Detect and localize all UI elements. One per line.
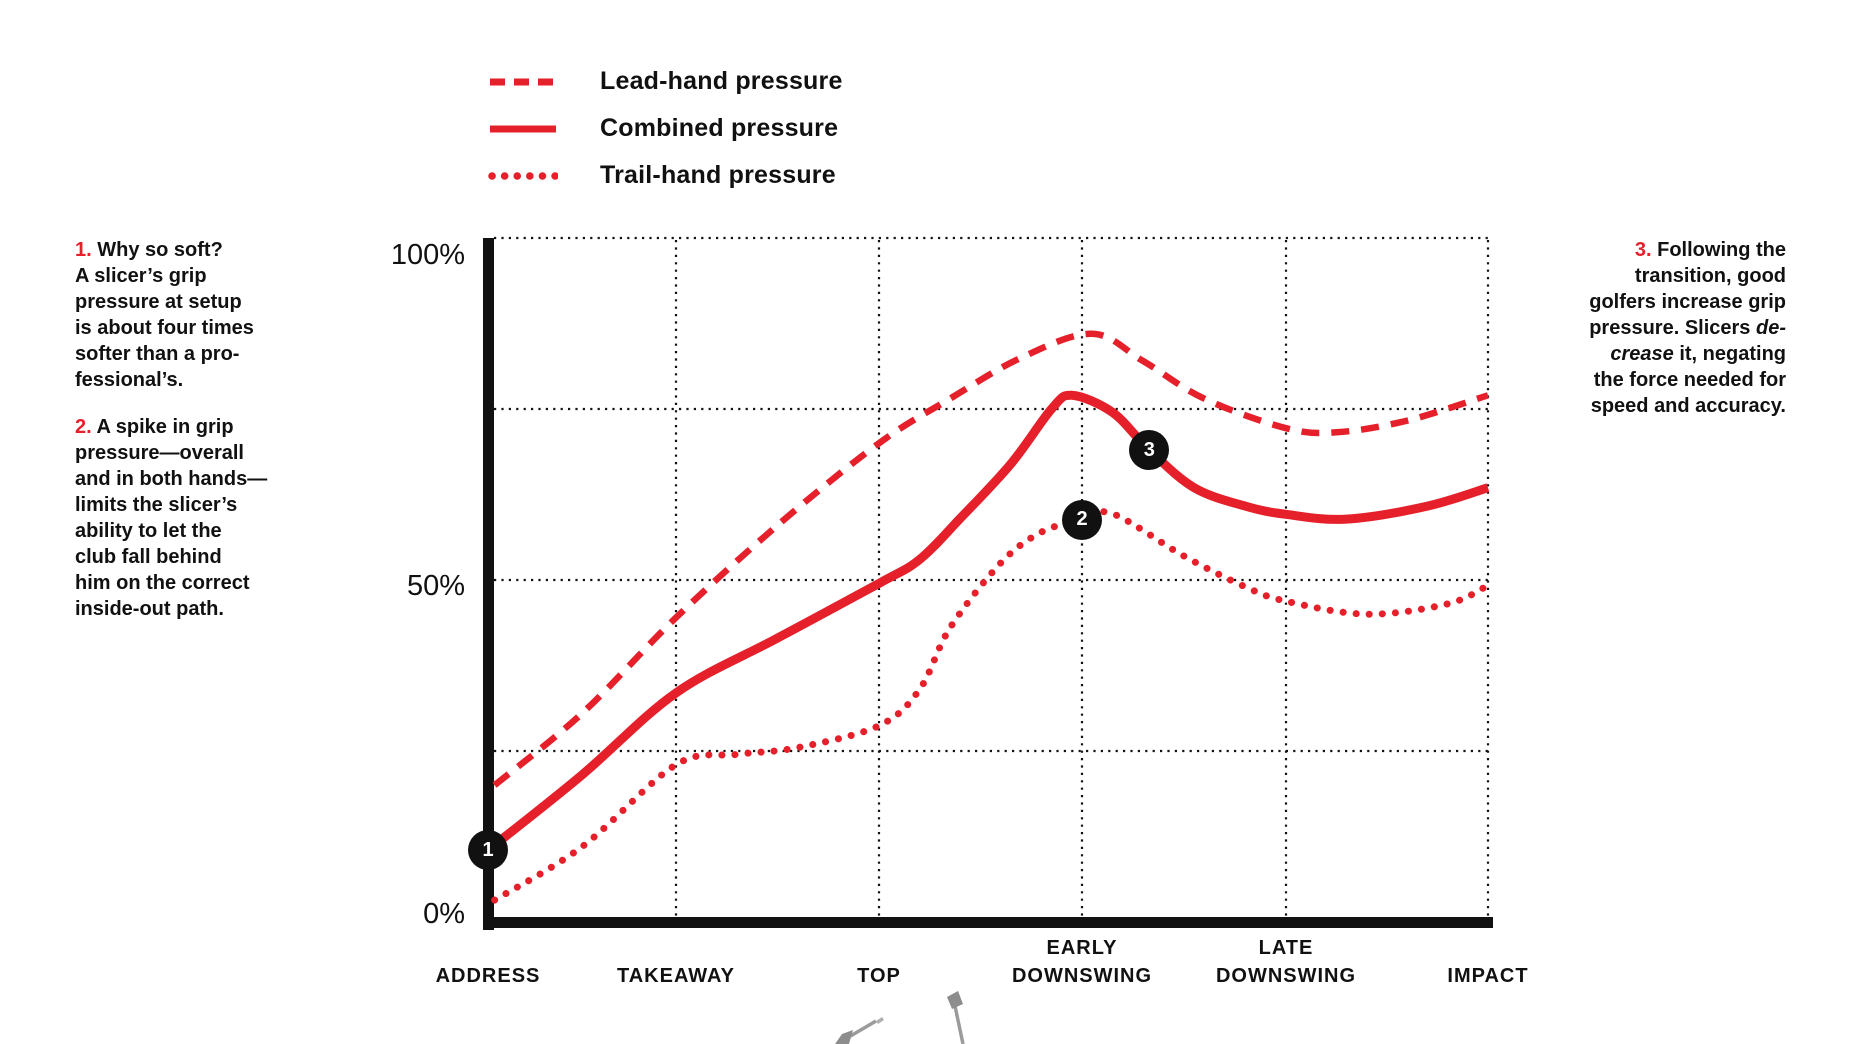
note-number: 2.	[75, 416, 97, 438]
solid-line-swatch-icon	[490, 125, 556, 132]
trail-hand-pressure-line	[491, 508, 1492, 904]
dotted-line-swatch-icon	[488, 171, 558, 180]
legend-item-combined: Combined pressure	[488, 105, 843, 152]
legend-label-lead-hand: Lead-hand pressure	[600, 67, 843, 95]
marker-1: 1	[468, 830, 508, 871]
note-1-why-so-soft: 1. Why so soft? A slicer’s grip pressure a…	[75, 239, 254, 391]
y-tick-50: 50%	[406, 570, 465, 602]
legend-item-trail-hand: Trail-hand pressure	[488, 152, 843, 199]
combined-pressure-line	[485, 390, 1490, 854]
x-label-impact: IMPACT	[1447, 965, 1529, 987]
lead-hand-pressure-line	[492, 330, 1489, 788]
legend-label-combined: Combined pressure	[600, 114, 839, 142]
marker-3: 3	[1129, 430, 1170, 471]
y-tick-0: 0%	[423, 898, 465, 930]
x-label-takeaway: TAKEAWAY	[616, 965, 736, 987]
note-2-spike-in-grip: 2. A spike in grip pressure—overall and in…	[75, 416, 268, 620]
marker-2: 2	[1062, 499, 1102, 540]
x-axis-bar	[483, 917, 1493, 928]
x-label-top: TOP	[857, 965, 901, 987]
y-axis-bar	[483, 238, 494, 930]
x-label-address: ADDRESS	[435, 965, 541, 987]
y-tick-100: 100%	[390, 239, 465, 271]
chart-legend: Lead-hand pressure Combined pressure Tra…	[488, 58, 843, 199]
note-number: 1.	[75, 239, 98, 261]
legend-item-lead-hand: Lead-hand pressure	[488, 58, 843, 105]
x-label-late-downswing: LATE DOWNSWING	[1215, 937, 1357, 987]
x-label-early-downswing: EARLY DOWNSWING	[1011, 937, 1153, 987]
dashed-line-swatch-icon	[490, 78, 556, 85]
legend-label-trail-hand: Trail-hand pressure	[600, 161, 836, 189]
note-number: 3.	[1634, 239, 1658, 261]
note-3-following-transition: 3. Following the transition, good golfers …	[1589, 239, 1786, 417]
